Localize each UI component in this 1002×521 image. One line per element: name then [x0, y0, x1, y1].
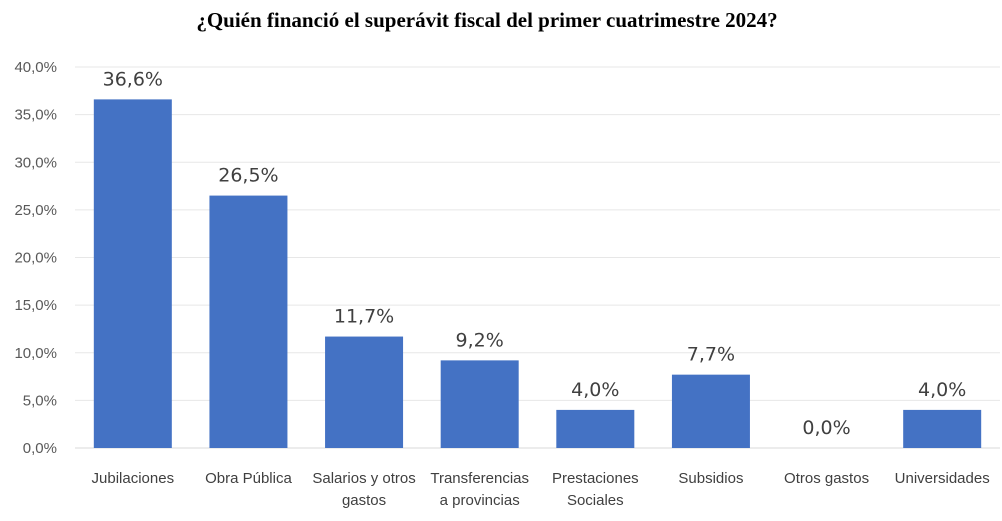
category-label: Prestaciones: [552, 470, 639, 487]
bar: [325, 336, 404, 448]
category-label: Otros gastos: [784, 470, 869, 487]
y-tick-label: 30,0%: [14, 154, 57, 171]
category-label: a provincias: [440, 492, 520, 509]
data-label: 4,0%: [918, 379, 966, 401]
y-tick-label: 40,0%: [14, 59, 57, 76]
y-axis-ticks: 0,0% 5,0% 10,0% 15,0% 20,0% 25,0% 30,0% 35,0% 40…: [14, 59, 57, 457]
y-tick-label: 25,0%: [14, 202, 57, 219]
bar: [440, 360, 519, 448]
y-tick-label: 0,0%: [23, 440, 57, 457]
data-label: 7,7%: [687, 344, 735, 366]
category-label: Subsidios: [678, 470, 743, 487]
y-tick-label: 15,0%: [14, 297, 57, 314]
bar: [93, 99, 172, 448]
bar: [903, 409, 982, 448]
category-label: Jubilaciones: [92, 470, 175, 487]
x-axis-labels: Jubilaciones Obra Pública Salarios y otros…: [92, 470, 990, 509]
data-label: 26,5%: [218, 165, 278, 187]
chart-title: ¿Quién financió el superávit fiscal del …: [196, 8, 777, 32]
data-label: 36,6%: [103, 68, 163, 90]
data-label: 4,0%: [571, 379, 619, 401]
data-label: 0,0%: [802, 417, 850, 439]
category-label: Obra Pública: [205, 470, 292, 487]
y-tick-label: 10,0%: [14, 345, 57, 362]
bars: [93, 99, 982, 448]
category-label: Sociales: [567, 492, 624, 509]
data-label: 11,7%: [334, 306, 394, 328]
category-label: Salarios y otros: [312, 470, 415, 487]
category-label: gastos: [342, 492, 386, 509]
category-label: Universidades: [895, 470, 990, 487]
data-labels: 36,6% 26,5% 11,7% 9,2% 4,0% 7,7% 0,0% 4,0%: [103, 68, 967, 439]
category-label: Transferencias: [430, 470, 529, 487]
y-tick-label: 5,0%: [23, 392, 57, 409]
y-tick-label: 35,0%: [14, 107, 57, 124]
bar: [556, 409, 635, 448]
bar: [209, 195, 288, 448]
data-label: 9,2%: [456, 329, 504, 351]
y-tick-label: 20,0%: [14, 250, 57, 267]
bar: [671, 374, 750, 448]
